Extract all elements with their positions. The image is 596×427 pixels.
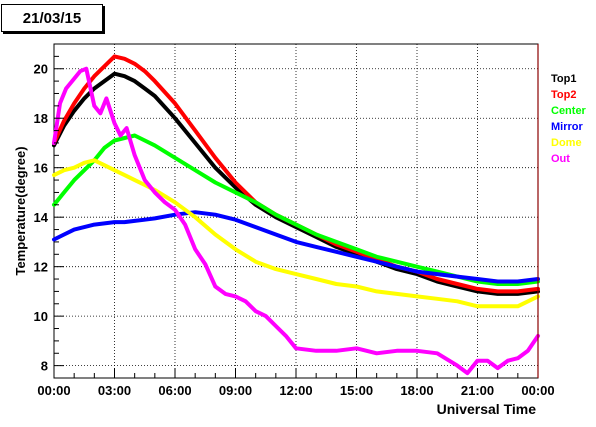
y-tick-label: 16 [34,161,48,176]
chart-title: 21/03/15 [22,10,82,27]
y-tick-label: 18 [34,111,48,126]
y-tick-label: 14 [34,210,49,225]
x-tick-label: 03:00 [98,383,131,398]
x-tick-label: 00:00 [521,383,554,398]
x-tick-label: 15:00 [340,383,373,398]
x-tick-label: 21:00 [461,383,494,398]
chart-title-box: 21/03/15 [1,4,103,32]
legend-entry-center: Center [551,105,587,117]
y-tick-label: 12 [34,260,48,275]
legend-entry-dome: Dome [551,137,582,149]
series-line-dome [52,158,540,309]
x-tick-label: 18:00 [400,383,433,398]
series-layer [52,54,540,376]
x-tick-label: 12:00 [279,383,312,398]
legend: Top1 Top2 Center Mirror Dome Out [551,73,587,165]
x-axis-label: Universal Time [437,401,537,417]
y-tick-label: 20 [34,62,48,77]
series-line-mirror [52,210,540,284]
axes: 8 10 12 14 16 18 20 00:00 03:00 06:00 09:00 12:00 15… [34,43,555,398]
legend-entry-top2: Top2 [551,89,576,101]
series-line-out [52,66,540,376]
x-tick-label: 06:00 [158,383,191,398]
legend-entry-out: Out [551,153,570,165]
x-tick-label: 09:00 [219,383,252,398]
y-tick-label: 8 [41,359,48,374]
y-tick-label: 10 [34,309,48,324]
x-tick-label: 00:00 [37,383,70,398]
legend-entry-top1: Top1 [551,73,576,85]
series-line-top2 [52,54,540,294]
y-axis-label: Temperature(degree) [13,146,28,275]
legend-entry-mirror: Mirror [551,121,584,133]
series-line-center [52,133,540,286]
plot-frame [53,43,539,379]
